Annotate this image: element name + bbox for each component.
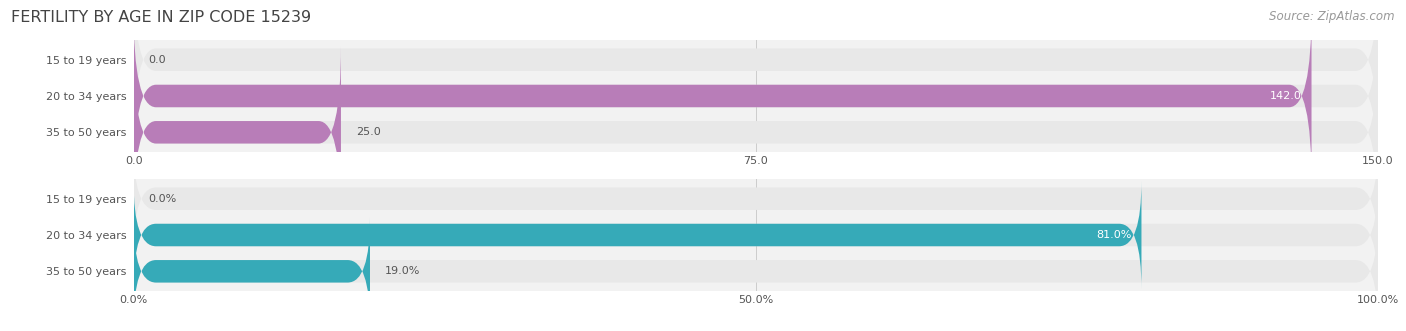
Text: Source: ZipAtlas.com: Source: ZipAtlas.com [1270, 10, 1395, 23]
FancyBboxPatch shape [134, 0, 1378, 146]
Text: 81.0%: 81.0% [1097, 230, 1132, 240]
FancyBboxPatch shape [134, 181, 1142, 289]
Text: 142.0: 142.0 [1270, 91, 1302, 101]
FancyBboxPatch shape [134, 181, 1378, 289]
FancyBboxPatch shape [134, 217, 370, 325]
Text: 25.0: 25.0 [356, 127, 381, 137]
FancyBboxPatch shape [134, 46, 342, 219]
FancyBboxPatch shape [134, 9, 1312, 183]
Text: 19.0%: 19.0% [385, 266, 420, 276]
Text: 0.0: 0.0 [149, 55, 166, 65]
Text: 0.0%: 0.0% [149, 194, 177, 204]
Text: FERTILITY BY AGE IN ZIP CODE 15239: FERTILITY BY AGE IN ZIP CODE 15239 [11, 10, 311, 25]
FancyBboxPatch shape [134, 46, 1378, 219]
FancyBboxPatch shape [134, 145, 1378, 253]
FancyBboxPatch shape [134, 217, 1378, 325]
FancyBboxPatch shape [134, 9, 1378, 183]
